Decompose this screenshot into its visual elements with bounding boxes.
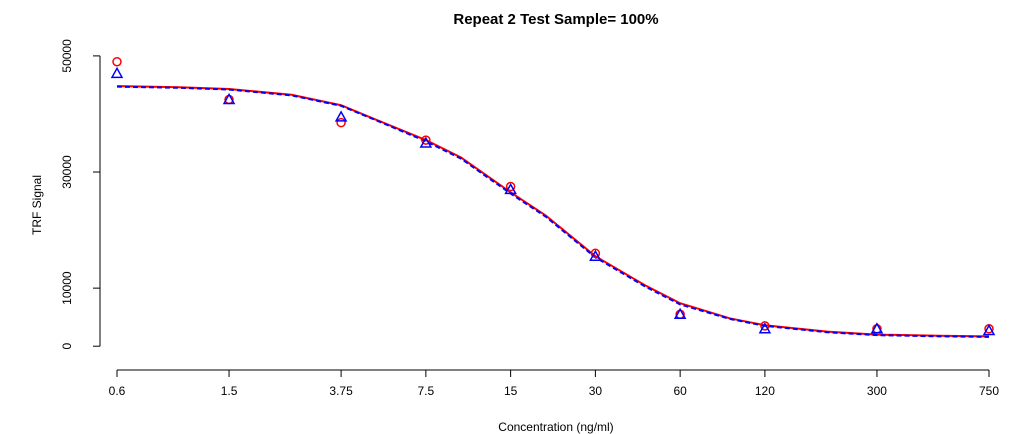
x-tick-label: 15 (504, 384, 518, 398)
y-tick-label: 50000 (60, 39, 74, 73)
data-point (505, 181, 516, 192)
data-point (336, 117, 346, 128)
data-point (760, 321, 770, 331)
chart-title: Repeat 2 Test Sample= 100% (453, 11, 658, 28)
x-tick-label: 750 (979, 384, 999, 398)
data-point (112, 56, 122, 67)
fit-curve (116, 85, 990, 338)
data-point (334, 110, 348, 122)
data-point (110, 66, 124, 79)
y-tick-label: 30000 (60, 155, 74, 189)
data-point (589, 249, 602, 261)
data-point (870, 322, 884, 334)
data-point (982, 323, 996, 336)
x-tick-label: 30 (589, 384, 603, 398)
fit-curve (116, 85, 990, 338)
x-tick-label: 7.5 (418, 384, 435, 398)
data-point (673, 307, 687, 320)
x-tick-label: 0.6 (109, 384, 126, 398)
data-point (758, 322, 772, 334)
data-point (419, 136, 433, 148)
x-tick-label: 120 (755, 384, 775, 398)
x-tick-label: 300 (867, 384, 887, 398)
y-axis-label: TRF Signal (30, 175, 44, 235)
x-tick-label: 3.75 (329, 384, 353, 398)
x-axis-label: Concentration (ng/ml) (498, 420, 613, 434)
x-tick-label: 60 (673, 384, 687, 398)
data-point (590, 248, 601, 259)
data-point (222, 92, 236, 105)
x-tick-label: 1.5 (221, 384, 238, 398)
data-point (421, 135, 431, 145)
y-tick-label: 0 (60, 343, 74, 350)
y-tick-label: 10000 (60, 271, 74, 305)
data-point (504, 182, 517, 195)
